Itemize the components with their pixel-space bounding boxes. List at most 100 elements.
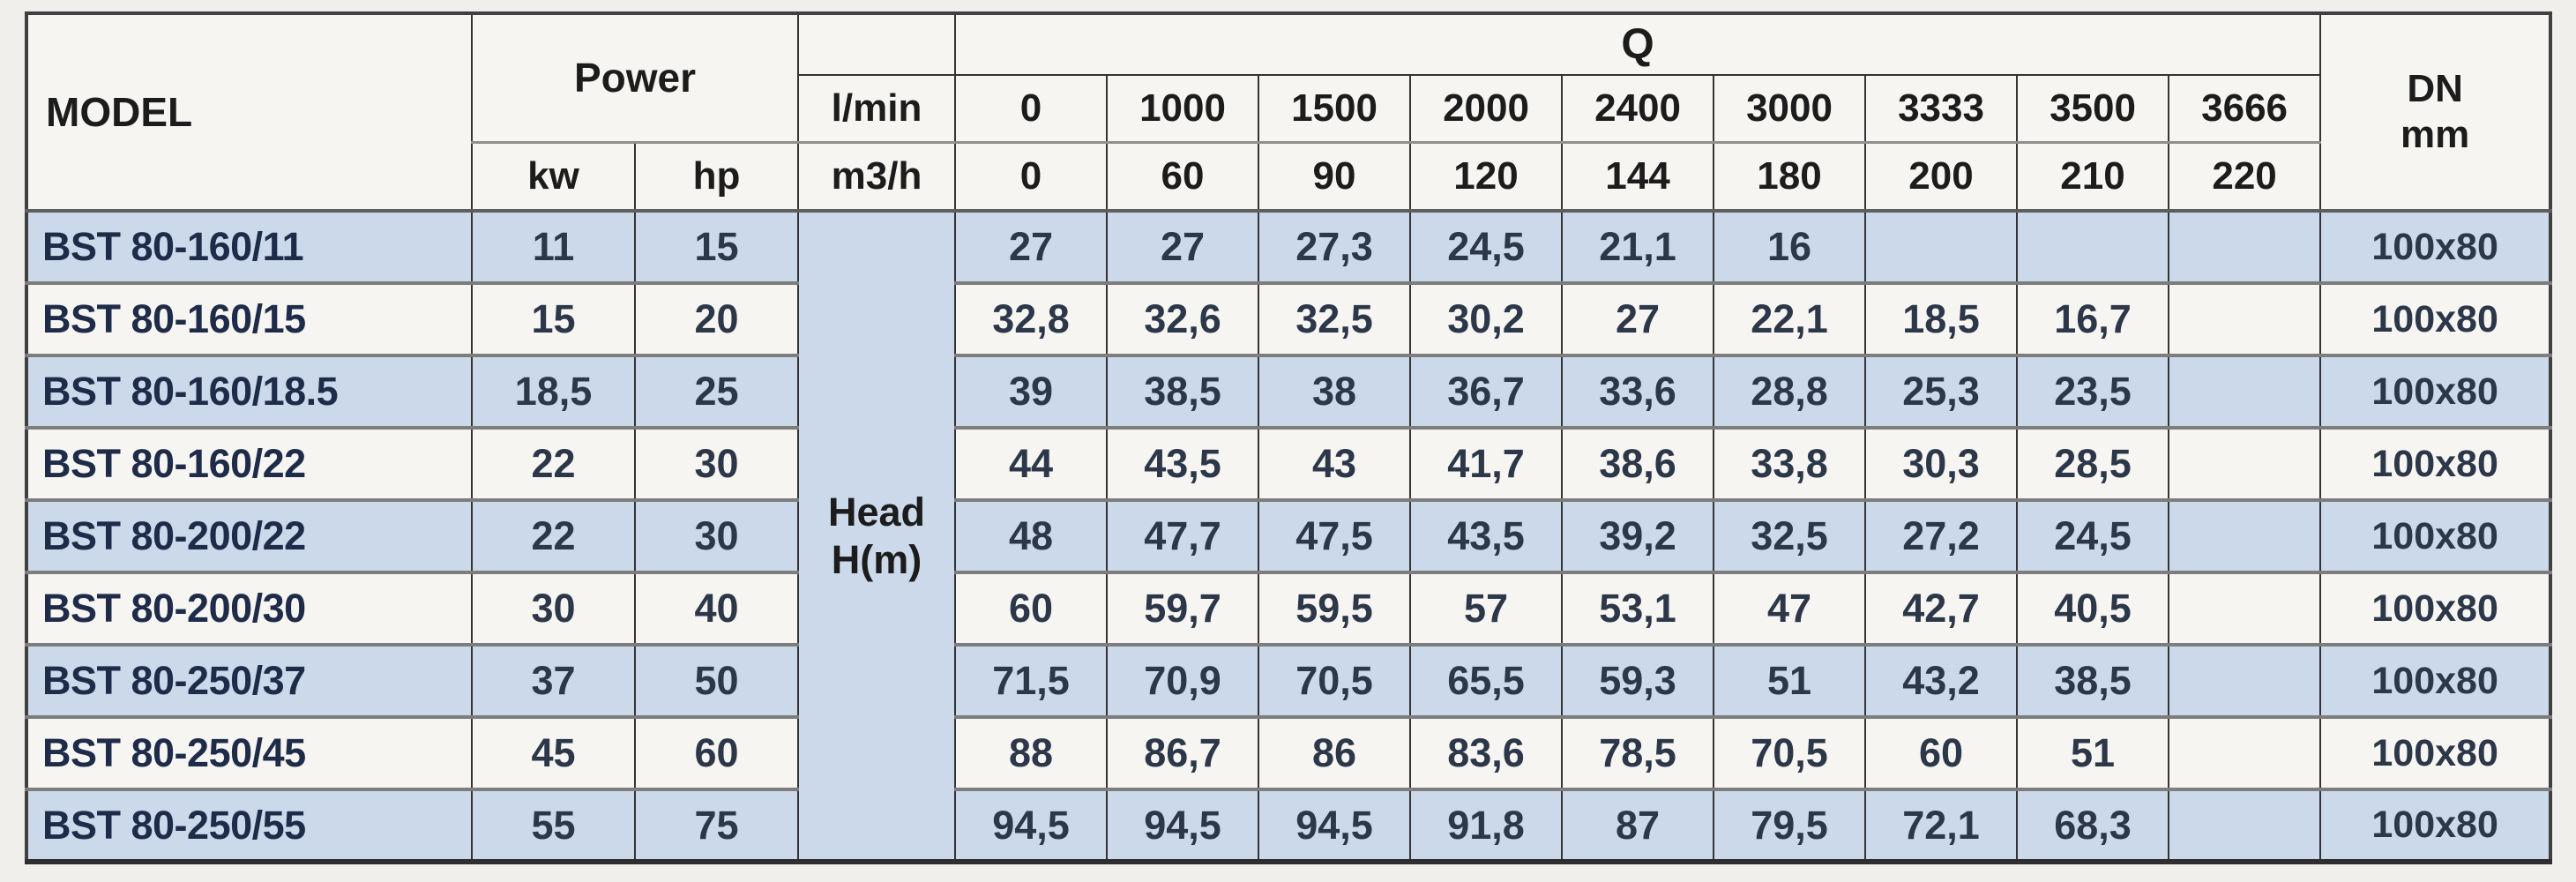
head-value-cell: 23,5: [2016, 354, 2170, 428]
head-value-cell: 24,5: [2016, 498, 2170, 572]
pump-table-row: BST 80-200/22 22 30 48 47,7 47,5 43,5 39,2 32,5 2…: [26, 498, 2552, 572]
q-lmin-value: 3000: [1713, 74, 1867, 143]
head-value-cell: 51: [1713, 643, 1867, 717]
pump-data-table: MODEL Power Q DN mm l/min 0 1000 1500 20…: [25, 11, 2553, 864]
head-value-cell: 79,5: [1713, 788, 1867, 862]
head-value-cell: 27,3: [1258, 209, 1412, 283]
head-value-cell: 38,5: [2016, 643, 2170, 717]
head-value-cell: 32,5: [1713, 498, 1867, 572]
power-kw-cell: 22: [471, 426, 636, 500]
dn-cell: 100x80: [2319, 788, 2552, 862]
head-value-cell: 60: [1864, 715, 2019, 789]
head-value-cell: 47,7: [1106, 498, 1260, 572]
head-value-cell: 42,7: [1864, 571, 2019, 645]
power-kw-cell: 18,5: [471, 354, 636, 428]
head-value-cell: 38: [1258, 354, 1412, 428]
head-value-cell: 27: [1106, 209, 1260, 283]
pump-table-row: BST 80-160/22 22 30 44 43,5 43 41,7 38,6 33,8 30,…: [26, 426, 2552, 500]
model-cell: BST 80-250/55: [26, 788, 473, 862]
head-value-cell: 48: [954, 498, 1109, 572]
head-value-cell: 86,7: [1106, 715, 1260, 789]
head-value-cell: 78,5: [1561, 715, 1715, 789]
head-value-cell: 32,8: [954, 281, 1109, 355]
head-value-cell: 33,6: [1561, 354, 1715, 428]
power-hp-cell: 20: [633, 281, 800, 355]
model-cell: BST 80-200/22: [26, 498, 473, 572]
pump-table-row: BST 80-160/18.5 18,5 25 39 38,5 38 36,7 33,6 28,…: [26, 354, 2552, 428]
q-m3h-value: 200: [1864, 140, 2019, 212]
head-value-cell: 88: [954, 715, 1109, 789]
head-value-cell: [2168, 354, 2322, 428]
flow-unit-lmin-label: l/min: [797, 74, 957, 143]
head-value-cell: 72,1: [1864, 788, 2019, 862]
power-kw-cell: 22: [471, 498, 636, 572]
head-value-cell: 16: [1713, 209, 1867, 283]
q-m3h-value: 120: [1409, 140, 1564, 212]
q-m3h-value: 60: [1106, 140, 1260, 212]
model-cell: BST 80-250/37: [26, 643, 473, 717]
power-kw-cell: 30: [471, 571, 636, 645]
head-value-cell: [2168, 209, 2322, 283]
dn-cell: 100x80: [2319, 209, 2552, 283]
table-header: MODEL Power Q DN mm l/min 0 1000 1500 20…: [26, 12, 2552, 212]
head-value-cell: 65,5: [1409, 643, 1564, 717]
head-value-cell: 71,5: [954, 643, 1109, 717]
head-value-cell: 43,2: [1864, 643, 2019, 717]
power-hp-cell: 40: [633, 571, 800, 645]
power-hp-cell: 25: [633, 354, 800, 428]
model-cell: BST 80-160/15: [26, 281, 473, 355]
model-cell: BST 80-160/18.5: [26, 354, 473, 428]
head-value-cell: 24,5: [1409, 209, 1564, 283]
power-hp-cell: 75: [633, 788, 800, 862]
head-value-cell: [2168, 643, 2322, 717]
pump-table-row: BST 80-160/15 15 20 32,8 32,6 32,5 30,2 27 22,1 1…: [26, 281, 2552, 355]
head-value-cell: 70,5: [1713, 715, 1867, 789]
head-value-cell: [1864, 209, 2019, 283]
q-lmin-value: 3500: [2016, 74, 2170, 143]
dn-column-header: DN mm: [2319, 12, 2552, 212]
q-m3h-value: 0: [954, 140, 1109, 212]
head-value-cell: 39: [954, 354, 1109, 428]
head-value-cell: [2168, 715, 2322, 789]
head-value-cell: 39,2: [1561, 498, 1715, 572]
q-lmin-value: 0: [954, 74, 1109, 143]
head-value-cell: 33,8: [1713, 426, 1867, 500]
q-lmin-value: 1500: [1258, 74, 1412, 143]
pump-table-row: BST 80-250/55 55 75 94,5 94,5 94,5 91,8 87 79,5 7…: [26, 788, 2552, 862]
q-lmin-value: 2000: [1409, 74, 1564, 143]
head-value-cell: 32,5: [1258, 281, 1412, 355]
dn-cell: 100x80: [2319, 571, 2552, 645]
head-value-cell: [2168, 788, 2322, 862]
model-column-header: MODEL: [26, 12, 473, 212]
flow-unit-m3h-label: m3/h: [797, 140, 957, 212]
head-value-cell: 59,3: [1561, 643, 1715, 717]
power-kw-cell: 15: [471, 281, 636, 355]
pump-table-row: BST 80-250/45 45 60 88 86,7 86 83,6 78,5 70,5 60 5…: [26, 715, 2552, 789]
head-value-cell: 22,1: [1713, 281, 1867, 355]
power-hp-cell: 60: [633, 715, 800, 789]
head-value-cell: 94,5: [1258, 788, 1412, 862]
head-value-cell: [2168, 281, 2322, 355]
dn-cell: 100x80: [2319, 715, 2552, 789]
head-value-cell: 27: [1561, 281, 1715, 355]
head-value-cell: [2016, 209, 2170, 283]
pump-table-row: BST 80-160/11 11 15 Head H(m) 27 27 27,3 24,5 21,…: [26, 209, 2552, 862]
pump-table-row: BST 80-200/30 30 40 60 59,7 59,5 57 53,1 47 42,7 4…: [26, 571, 2552, 645]
head-value-cell: 94,5: [954, 788, 1109, 862]
head-value-cell: 91,8: [1409, 788, 1564, 862]
head-value-cell: 43: [1258, 426, 1412, 500]
head-value-cell: 53,1: [1561, 571, 1715, 645]
q-m3h-value: 180: [1713, 140, 1867, 212]
dn-unit-label: mm: [2401, 113, 2470, 156]
power-kw-cell: 37: [471, 643, 636, 717]
head-value-cell: 16,7: [2016, 281, 2170, 355]
head-value-cell: 60: [954, 571, 1109, 645]
power-unit-kw-label: kw: [471, 140, 636, 212]
q-lmin-value: 3666: [2168, 74, 2322, 143]
head-value-cell: 94,5: [1106, 788, 1260, 862]
dn-cell: 100x80: [2319, 498, 2552, 572]
dn-cell: 100x80: [2319, 281, 2552, 355]
head-label: Head: [827, 489, 926, 534]
head-value-cell: 27: [954, 209, 1109, 283]
